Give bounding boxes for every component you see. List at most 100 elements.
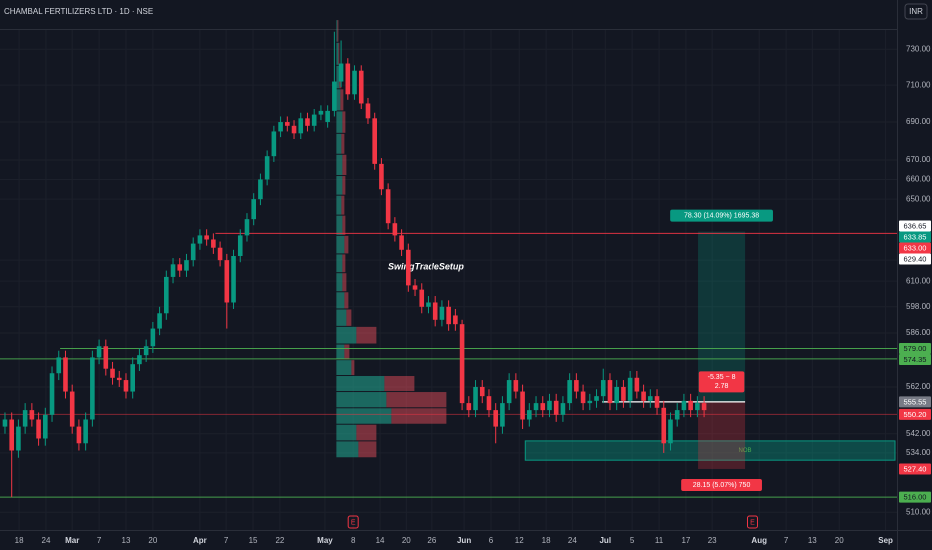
candle-body [600,380,606,397]
x-tick-label: Aug [751,536,767,545]
candle-body [654,396,660,408]
candle-body [513,380,519,392]
candle-body [311,114,317,126]
candle-body [607,380,613,404]
volume-up [336,133,342,154]
price-tag-box [899,253,931,265]
y-tick-label: 562.00 [906,382,931,391]
candle-body [271,131,277,157]
y-tick-label: 710.00 [906,80,931,89]
candle-body [96,346,102,358]
volume-up [336,195,342,215]
volume-up [336,65,340,89]
candle-body [338,63,344,82]
candle-body [358,70,364,104]
volume-up [336,273,343,292]
currency[interactable]: INR [909,7,923,16]
candle-body [258,179,263,200]
event-label: E [351,519,356,526]
price-tag: 555.55 [904,397,927,406]
candle-body [621,386,626,401]
volume-down [384,376,415,392]
volume-up [336,254,343,273]
x-tick-label: 18 [15,536,24,545]
price-tag-box [899,396,931,408]
volume-up [336,111,343,133]
candle-body [453,315,458,325]
zone-label: NOB [738,448,751,454]
candle-body [560,403,566,415]
candle-body [264,156,270,180]
price-tag-box [899,408,931,420]
stop-text-box [681,478,762,491]
candle-body [688,400,693,411]
volume-down [342,273,347,292]
volume-down [338,42,340,65]
x-tick-label: Jul [599,536,611,545]
candle-body [641,391,646,401]
x-tick-label: 20 [402,536,411,545]
candle-body [204,235,209,240]
candle-body [231,255,236,303]
volume-down [344,292,349,309]
x-tick-label: 17 [681,536,690,545]
annotation: SwingTradeSetup [388,261,464,271]
candle-body [695,403,700,411]
x-tick-label: 22 [275,536,284,545]
x-tick-label: 15 [249,536,258,545]
candle-body [446,306,451,325]
candle-body [237,235,243,256]
price-tag-box [899,242,931,254]
y-tick-label: 650.00 [906,194,931,203]
volume-down [341,133,345,154]
price-tag: 629.40 [904,254,927,263]
candle-body [116,377,122,381]
x-tick-label: 24 [42,536,51,545]
price-tag-box [899,353,931,365]
event-marker [746,515,758,529]
candle-body [567,380,572,404]
candle-body [668,419,673,444]
candle-body [103,346,109,369]
candle-body [157,313,162,329]
volume-up [336,176,343,195]
volume-up [336,376,385,392]
position-stop [698,401,746,469]
candle-body [305,118,310,126]
candle-body [540,403,546,411]
volume-down [344,344,350,360]
risk-text: 2.78 [715,383,729,390]
price-tag-box [899,231,931,243]
volume-down [342,111,346,133]
candle-body [211,239,216,248]
candle-body [43,414,48,439]
price-tag-box [899,491,931,503]
candle-body [614,386,619,404]
grid [0,30,897,530]
candle-body [278,122,283,132]
volume-up [336,89,341,111]
x-tick-label: May [317,536,333,545]
candle-body [392,223,398,236]
volume-up [336,154,343,176]
y-tick-label: 730.00 [906,44,931,53]
candle-body [648,396,653,401]
x-tick-label: Sep [878,536,893,545]
y-tick-label: 690.00 [906,117,931,126]
volume-up [336,441,359,458]
volume-down [386,392,447,408]
price-tag: 550.20 [904,410,927,419]
candle-body [500,403,505,427]
candle-body [627,377,633,401]
volume-down [342,176,346,195]
candle-body [298,118,304,134]
y-tick-label: 670.00 [906,155,931,164]
volume-up [336,344,345,360]
y-tick-label: 660.00 [906,175,931,184]
volume-down [342,254,346,273]
currency-box[interactable] [904,3,928,20]
x-tick-label: 7 [224,536,229,545]
x-tick-label: 23 [708,536,717,545]
candle-body [123,380,129,392]
candle-body [594,396,599,401]
